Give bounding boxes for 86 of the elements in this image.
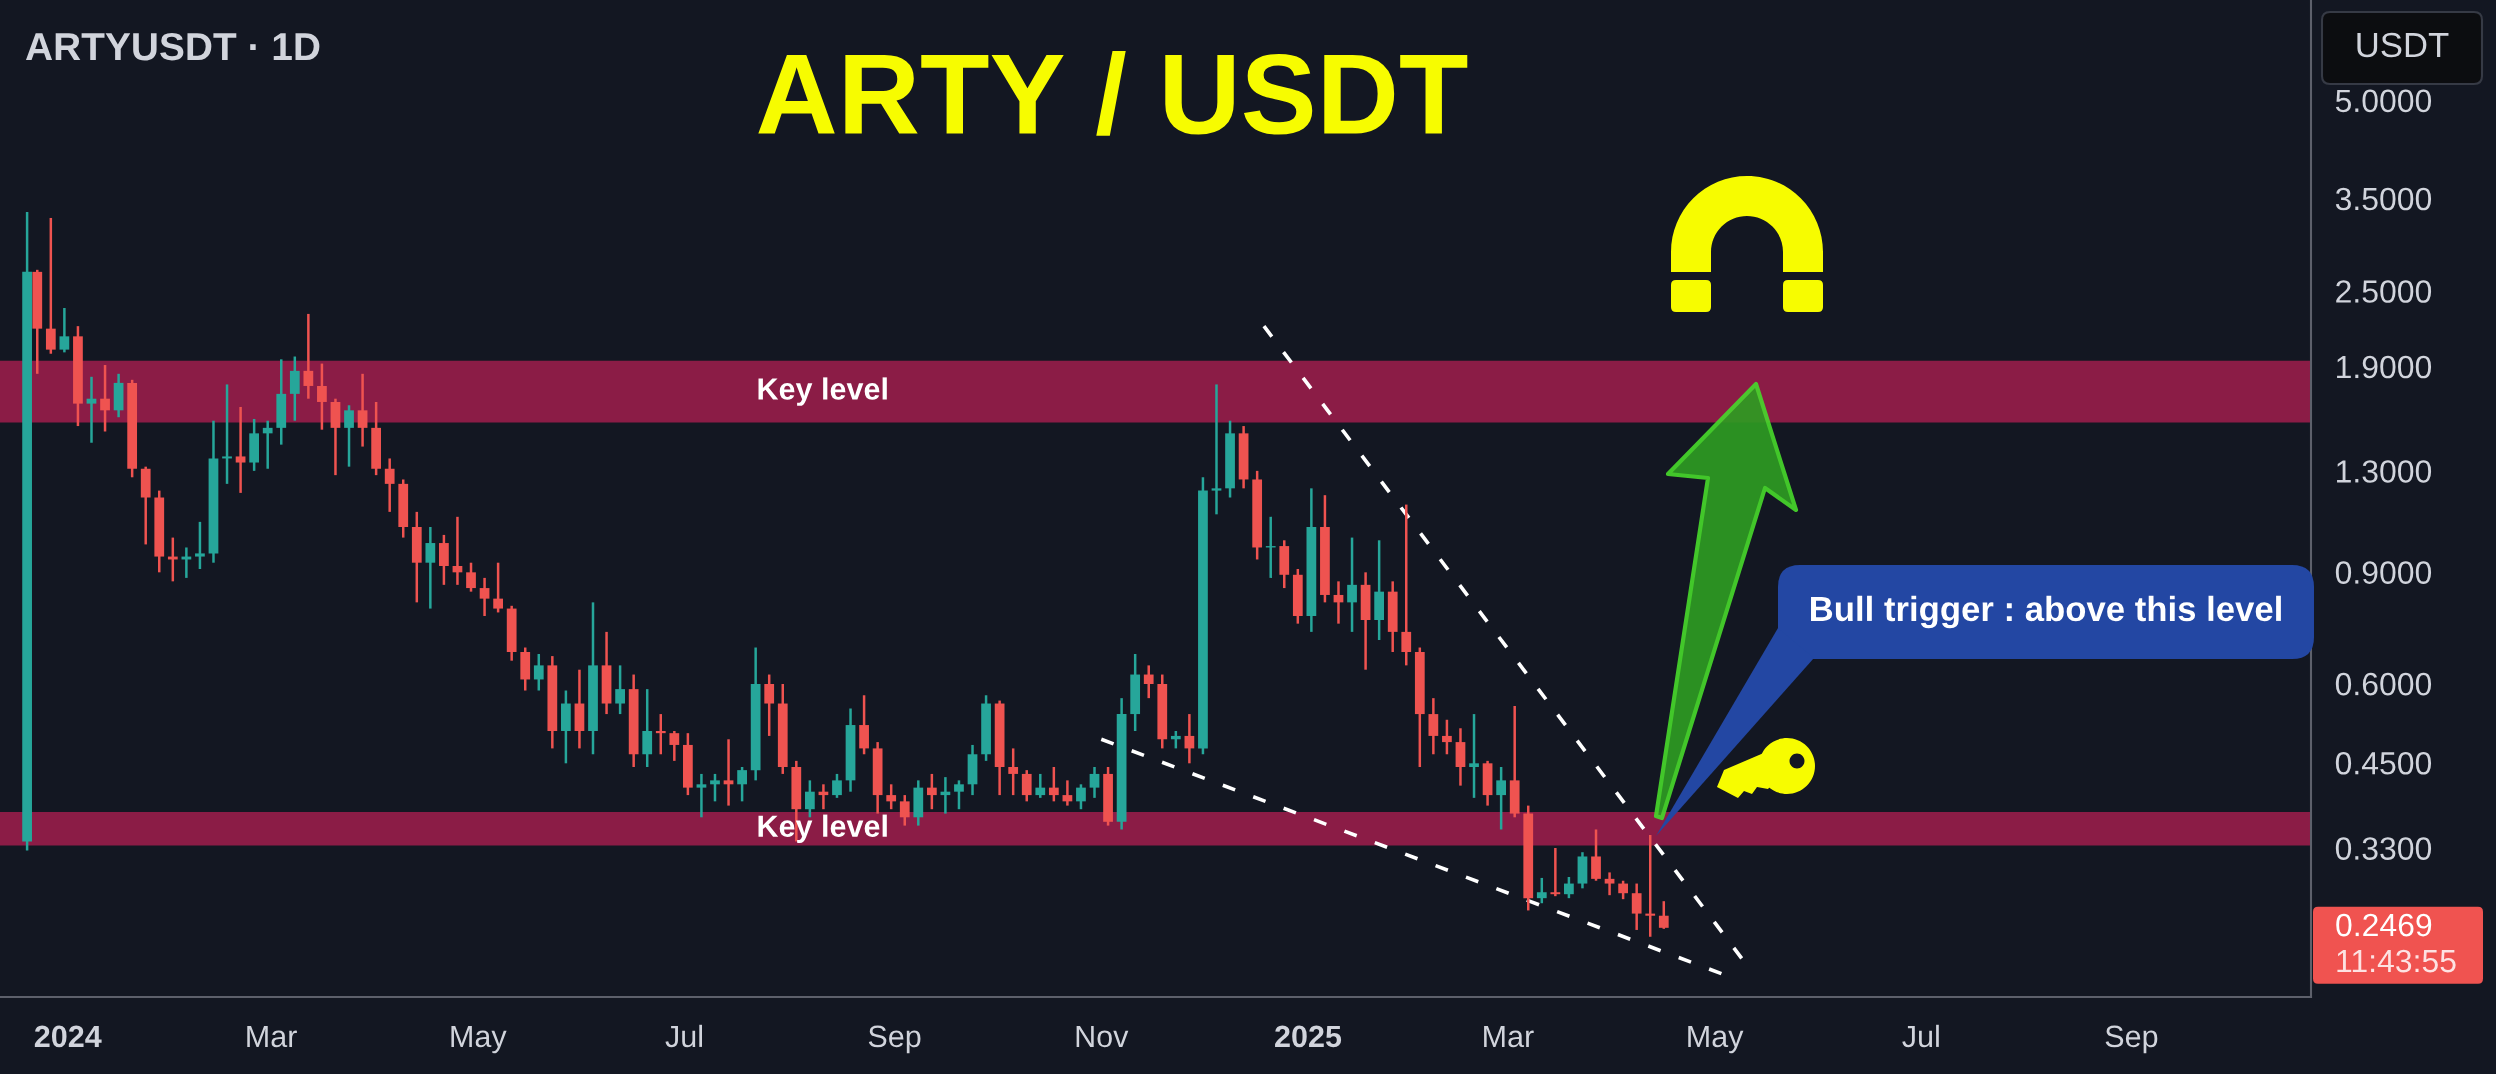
- candlestick: [344, 404, 354, 468]
- x-tick-label: Sep: [2105, 1025, 2158, 1054]
- candlestick: [1536, 876, 1547, 905]
- candlestick: [1496, 765, 1507, 831]
- y-tick-label: 5.0000: [2335, 89, 2432, 113]
- y-tick-label: 1.3000: [2337, 460, 2432, 483]
- candlestick: [1211, 383, 1222, 516]
- candlestick: [954, 779, 964, 811]
- candlestick: [1008, 747, 1019, 797]
- candlestick: [466, 561, 476, 593]
- candlestick: [1048, 765, 1059, 803]
- candlestick: [1401, 503, 1412, 667]
- candlestick: [493, 561, 503, 614]
- band-label: Key level: [758, 814, 887, 844]
- candlestick: [642, 687, 653, 769]
- candlestick: [479, 576, 490, 618]
- x-tick-label: Mar: [1484, 1025, 1534, 1048]
- y-tick-label: 0.6000: [2335, 672, 2432, 696]
- text: 0.2469: [2336, 913, 2432, 937]
- candlestick: [357, 372, 368, 448]
- x-tick-label: Mar: [247, 1025, 297, 1048]
- x-tick-label: May: [451, 1025, 507, 1054]
- candlestick: [384, 457, 395, 514]
- band-label: Key level: [758, 377, 887, 406]
- candlestick: [59, 306, 70, 354]
- x-tick-label: Jul: [665, 1024, 702, 1048]
- candlestick: [45, 216, 56, 355]
- candlestick: [832, 772, 842, 800]
- candlestick: [1076, 783, 1086, 811]
- candlestick: [764, 673, 775, 738]
- candlestick: [1143, 664, 1154, 700]
- y-tick-label: 3.5000: [2335, 187, 2432, 211]
- y-axis-title: USDT: [2357, 32, 2449, 58]
- candlestick: [710, 772, 720, 803]
- x-tick-label: 2024: [34, 1025, 102, 1048]
- text: ARTYUSDT · 1D: [25, 32, 320, 61]
- candlestick: [303, 312, 314, 400]
- candlestick: [1658, 899, 1669, 931]
- candlestick: [926, 772, 937, 811]
- candlestick: [737, 765, 747, 803]
- x-tick-label: Jul: [1902, 1024, 1939, 1048]
- candlestick: [696, 772, 707, 819]
- x-tick-label: 2025: [1275, 1025, 1342, 1048]
- candlestick: [1604, 871, 1615, 897]
- candlestick: [222, 383, 232, 486]
- candlestick: [1021, 768, 1032, 803]
- y-tick-label: 0.9000: [2335, 561, 2432, 584]
- y-tick-label: 1.9000: [2337, 355, 2432, 379]
- candlestick: [1645, 833, 1656, 939]
- candlestick: [1550, 846, 1561, 898]
- candlestick: [1428, 696, 1439, 756]
- x-tick-label: Sep: [868, 1025, 921, 1054]
- candlestick: [425, 525, 436, 610]
- candlestick: [86, 375, 97, 444]
- y-tick-label: 0.4500: [2335, 751, 2432, 775]
- candlestick: [1591, 828, 1601, 882]
- candlestick: [262, 419, 273, 471]
- chart-title: ARTY / USDT: [758, 50, 1468, 136]
- candlestick: [1035, 772, 1046, 800]
- candlestick: [289, 355, 300, 422]
- candlestick: [886, 783, 897, 811]
- text: 11:43:55: [2337, 949, 2456, 973]
- candlestick: [615, 664, 625, 716]
- candlestick: [100, 363, 110, 433]
- candlestick: [533, 652, 544, 692]
- candlestick: [1347, 536, 1357, 634]
- candlestick: [195, 520, 205, 571]
- candlestick: [317, 362, 327, 431]
- annotation: Bull trigger : above this level: [1811, 595, 2281, 629]
- candlestick: [899, 793, 910, 827]
- candlestick: [1618, 879, 1628, 901]
- candlestick: [655, 712, 666, 756]
- candlestick: [723, 738, 734, 807]
- candlestick: [1469, 712, 1479, 800]
- x-tick-label: May: [1688, 1025, 1744, 1054]
- candlestick: [669, 729, 680, 763]
- candlestick: [235, 405, 246, 495]
- x-tick-label: Nov: [1076, 1025, 1129, 1048]
- candlestick: [439, 533, 449, 587]
- y-tick-label: 0.3300: [2335, 837, 2432, 860]
- y-tick-label: 2.5000: [2336, 280, 2432, 303]
- candlestick: [1089, 765, 1100, 800]
- candlestick: [859, 694, 869, 756]
- candlestick: [1442, 718, 1452, 756]
- candlestick: [1631, 882, 1642, 932]
- candlestick: [1564, 875, 1574, 900]
